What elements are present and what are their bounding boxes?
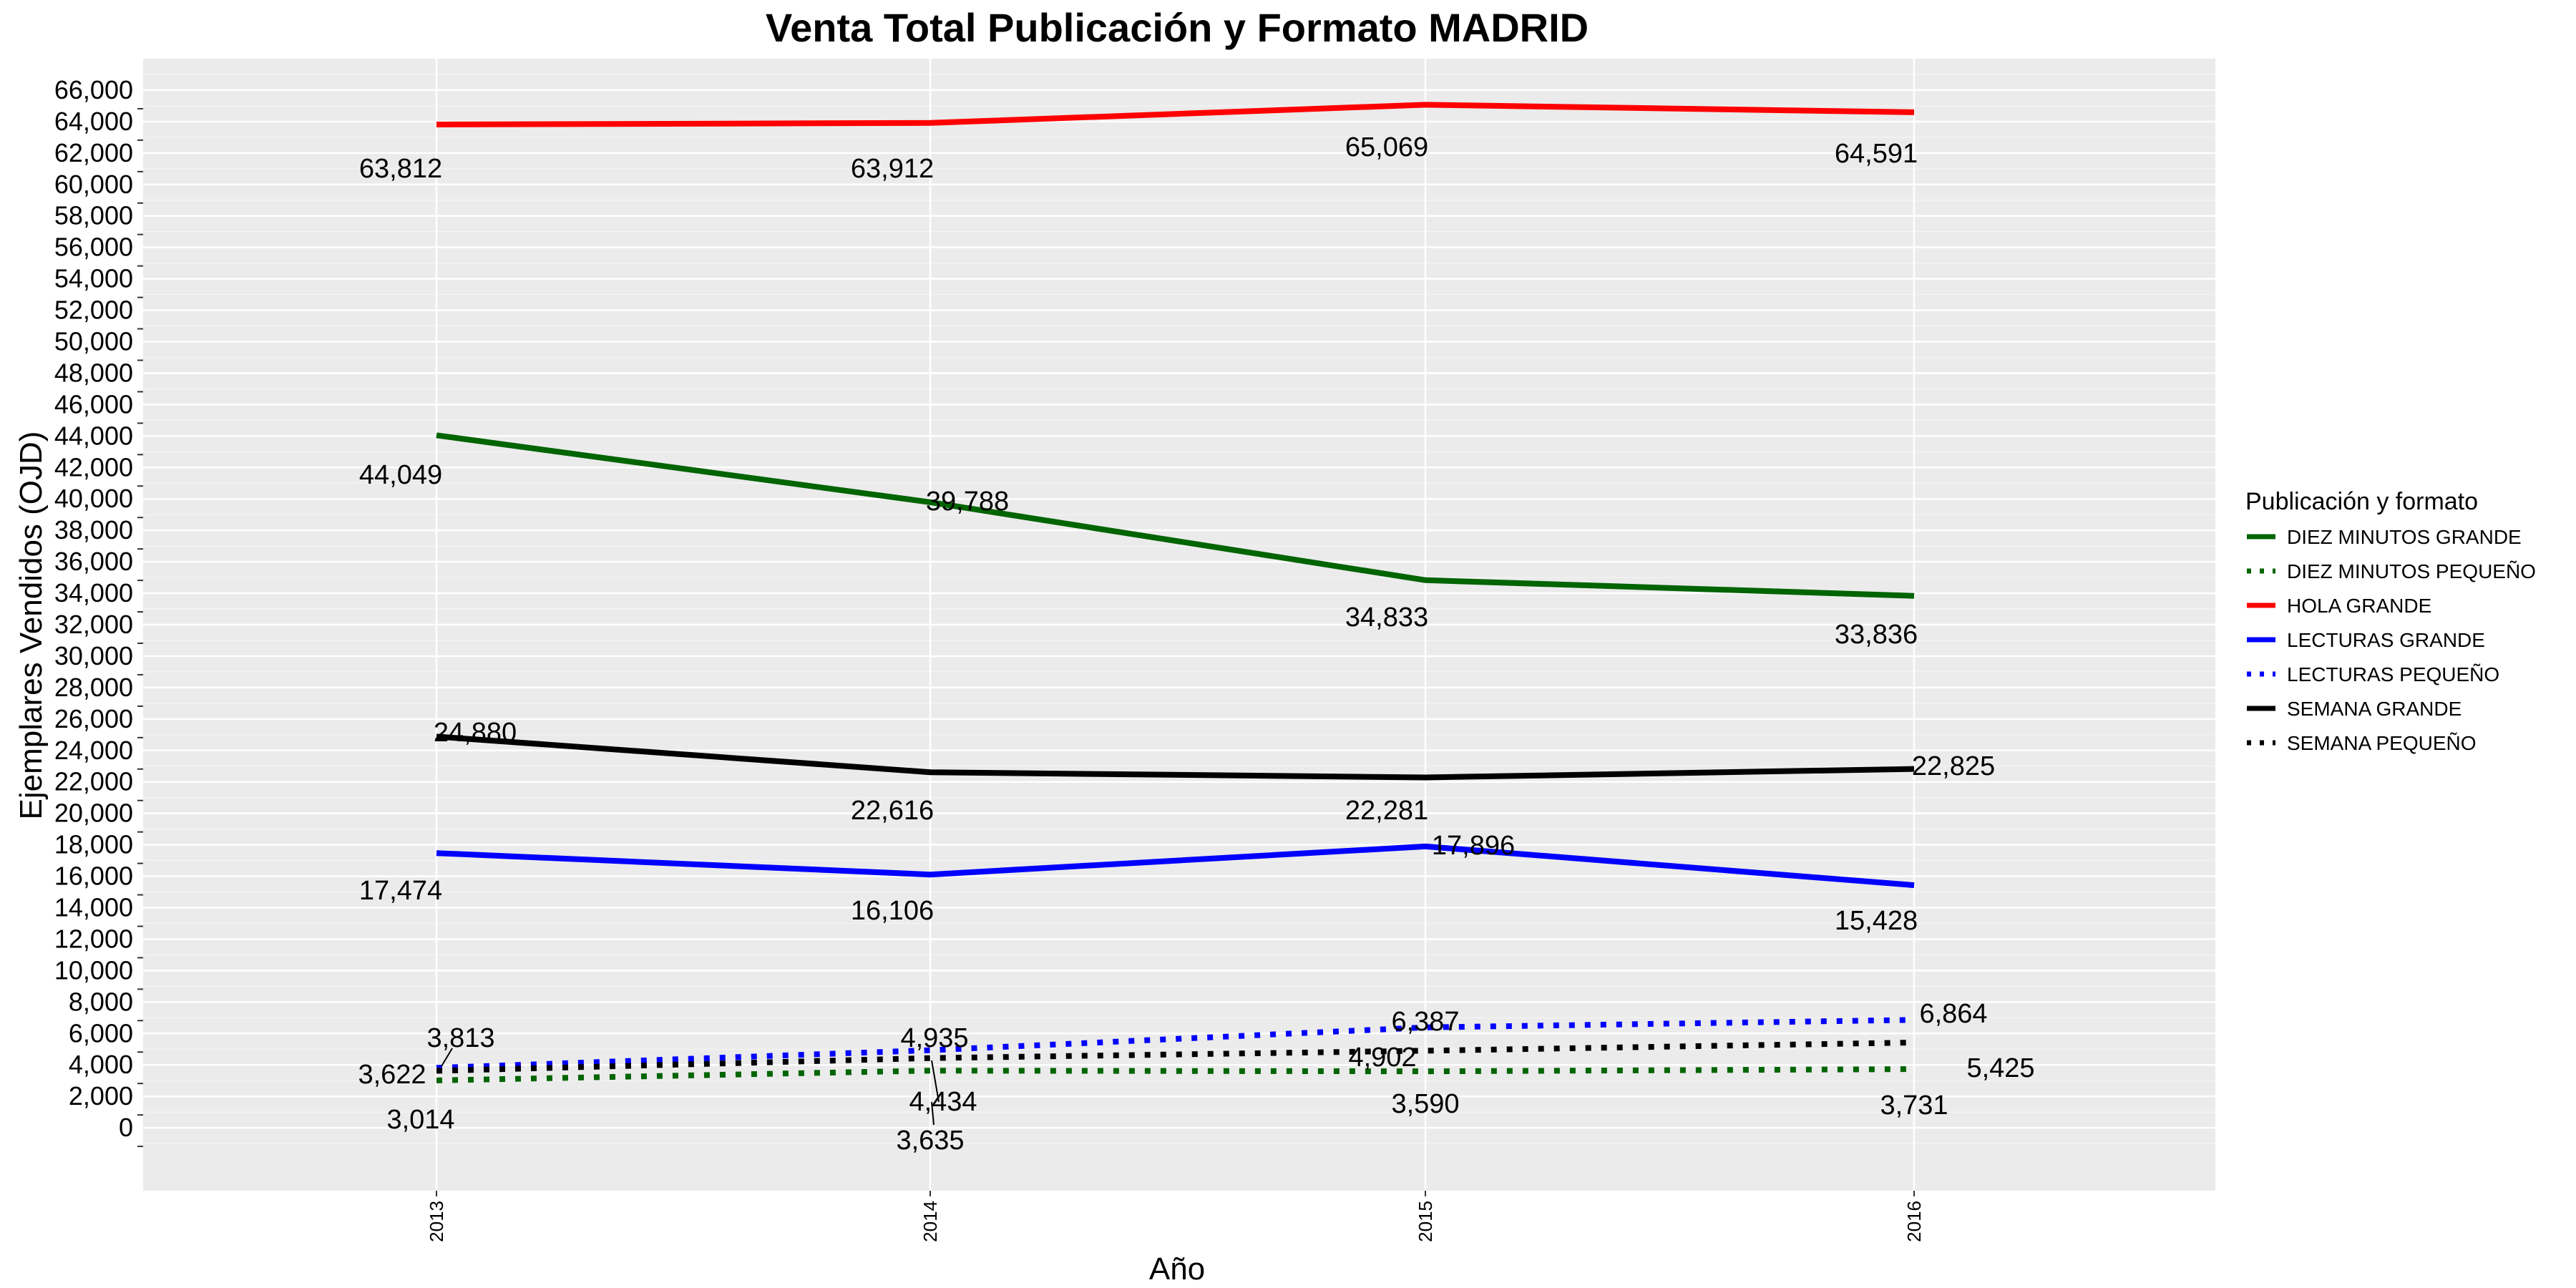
data-label: 3,813: [426, 1023, 494, 1053]
data-label: 63,812: [359, 154, 442, 184]
y-tick-label: 36,000: [54, 547, 133, 576]
series-line: [436, 432, 1915, 599]
y-tick-label: 66,000: [54, 75, 133, 104]
y-tick-label: 6,000: [69, 1018, 133, 1048]
legend-label: DIEZ MINUTOS GRANDE: [2287, 526, 2522, 548]
chart-title: Venta Total Publicación y Formato MADRID: [766, 5, 1589, 50]
y-tick-label: 42,000: [54, 452, 133, 482]
data-label: 4,902: [1348, 1043, 1416, 1073]
x-tick-label: 2014: [919, 1201, 941, 1242]
data-label: 15,428: [1835, 906, 1918, 936]
y-tick-label: 52,000: [54, 296, 133, 325]
data-label: 22,281: [1345, 796, 1428, 826]
y-tick-label: 4,000: [69, 1050, 133, 1079]
data-label: 64,591: [1835, 139, 1918, 169]
y-axis: 02,0004,0006,0008,00010,00012,00014,0001…: [54, 75, 143, 1148]
series-line: [436, 1039, 1915, 1074]
data-label: 63,912: [851, 154, 934, 184]
legend-label: SEMANA GRANDE: [2287, 698, 2462, 720]
y-tick-label: 2,000: [69, 1081, 133, 1111]
x-tick-label: 2016: [1903, 1201, 1925, 1242]
y-tick-label: 62,000: [54, 138, 133, 167]
series-line: [436, 102, 1915, 127]
y-tick-label: 12,000: [54, 924, 133, 953]
y-axis-title: Ejemplares Vendidos (OJD): [14, 431, 49, 820]
y-tick-label: 28,000: [54, 673, 133, 702]
y-tick-label: 22,000: [54, 767, 133, 796]
y-tick-label: 30,000: [54, 641, 133, 670]
data-label: 34,833: [1345, 602, 1428, 633]
data-label: 24,880: [434, 718, 517, 748]
data-label: 3,014: [386, 1105, 454, 1135]
y-tick-label: 58,000: [54, 201, 133, 230]
data-label: 44,049: [359, 460, 442, 490]
legend-title: Publicación y formato: [2245, 488, 2478, 515]
y-tick-label: 60,000: [54, 170, 133, 199]
legend-label: HOLA GRANDE: [2287, 595, 2431, 617]
data-label: 3,731: [1880, 1091, 1948, 1121]
y-tick-label: 38,000: [54, 515, 133, 545]
series-line: [436, 1017, 1915, 1071]
y-tick-label: 46,000: [54, 389, 133, 419]
legend: Publicación y formato DIEZ MINUTOS GRAND…: [2245, 488, 2536, 754]
legend-label: LECTURAS PEQUEÑO: [2287, 663, 2499, 686]
y-tick-label: 8,000: [69, 987, 133, 1016]
x-axis-title: Año: [1149, 1252, 1205, 1287]
y-tick-label: 24,000: [54, 736, 133, 765]
y-tick-label: 10,000: [54, 955, 133, 985]
data-label: 3,635: [896, 1126, 964, 1156]
data-label: 33,836: [1835, 620, 1918, 650]
series-line: [436, 1066, 1915, 1083]
series-line: [436, 843, 1915, 889]
y-tick-label: 14,000: [54, 893, 133, 922]
data-label: 39,788: [926, 487, 1009, 517]
x-axis: 2013 2014 2015 2016: [426, 1191, 1925, 1242]
data-label: 17,474: [359, 876, 442, 906]
label-leader-line: [931, 1060, 940, 1103]
data-label: 22,616: [851, 796, 934, 826]
legend-label: SEMANA PEQUEÑO: [2287, 732, 2477, 754]
series-lines: [436, 102, 1915, 1083]
x-tick-label: 2015: [1415, 1201, 1436, 1242]
y-tick-label: 32,000: [54, 610, 133, 639]
data-label: 16,106: [851, 896, 934, 926]
legend-label: DIEZ MINUTOS PEQUEÑO: [2287, 560, 2536, 582]
data-label: 3,622: [358, 1060, 426, 1090]
label-leader-line: [441, 1048, 453, 1067]
y-tick-label: 56,000: [54, 233, 133, 262]
data-label: 6,387: [1391, 1007, 1459, 1037]
series-line: [436, 733, 1915, 781]
data-label: 17,896: [1432, 831, 1515, 861]
label-leader-line: [931, 1101, 935, 1126]
y-tick-label: 54,000: [54, 264, 133, 293]
y-tick-label: 0: [119, 1113, 133, 1142]
data-label: 6,864: [1919, 999, 1987, 1029]
y-tick-label: 34,000: [54, 578, 133, 608]
x-tick-label: 2013: [426, 1201, 447, 1242]
data-labels: 44,049 39,788 34,833 33,836 3,014 3,635 3,590 3…: [358, 132, 2034, 1156]
data-label: 4,935: [900, 1023, 968, 1053]
y-tick-label: 50,000: [54, 327, 133, 356]
data-label: 4,434: [909, 1087, 977, 1117]
y-tick-label: 16,000: [54, 862, 133, 891]
data-label: 5,425: [1966, 1053, 2034, 1083]
y-tick-label: 20,000: [54, 799, 133, 828]
y-tick-label: 18,000: [54, 830, 133, 859]
legend-label: LECTURAS GRANDE: [2287, 629, 2485, 651]
label-leaders: [441, 1048, 940, 1126]
y-tick-label: 64,000: [54, 107, 133, 136]
y-tick-label: 44,000: [54, 421, 133, 450]
data-label: 3,590: [1391, 1089, 1459, 1119]
y-tick-label: 40,000: [54, 484, 133, 513]
data-label: 65,069: [1345, 132, 1428, 162]
data-label: 22,825: [1912, 751, 1995, 781]
y-tick-label: 48,000: [54, 358, 133, 387]
y-tick-label: 26,000: [54, 704, 133, 733]
